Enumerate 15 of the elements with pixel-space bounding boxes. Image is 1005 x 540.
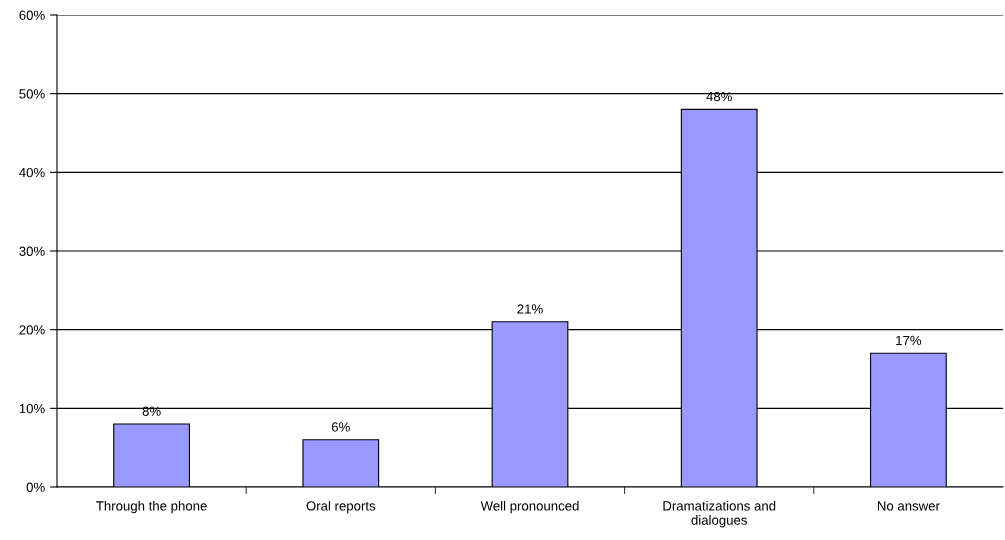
x-tick-label: Through the phone [96, 500, 207, 514]
x-tick-label: Well pronounced [480, 500, 579, 514]
data-label: 6% [331, 422, 350, 432]
data-label: 21% [517, 304, 543, 314]
y-tick-label: 20% [19, 325, 45, 335]
y-tick-label: 10% [19, 403, 45, 414]
data-label: 17% [896, 335, 922, 346]
y-tick-label: 30% [19, 246, 45, 256]
x-tick-label: Dramatizations and dialogues [663, 500, 776, 528]
x-tick-label: No answer [877, 501, 940, 511]
y-tick-label: 50% [19, 89, 45, 99]
y-tick-label: 0% [26, 482, 45, 492]
x-tick-label: Oral reports [306, 500, 376, 514]
y-tick-label: 60% [19, 10, 45, 20]
y-tick-label: 40% [19, 167, 45, 178]
